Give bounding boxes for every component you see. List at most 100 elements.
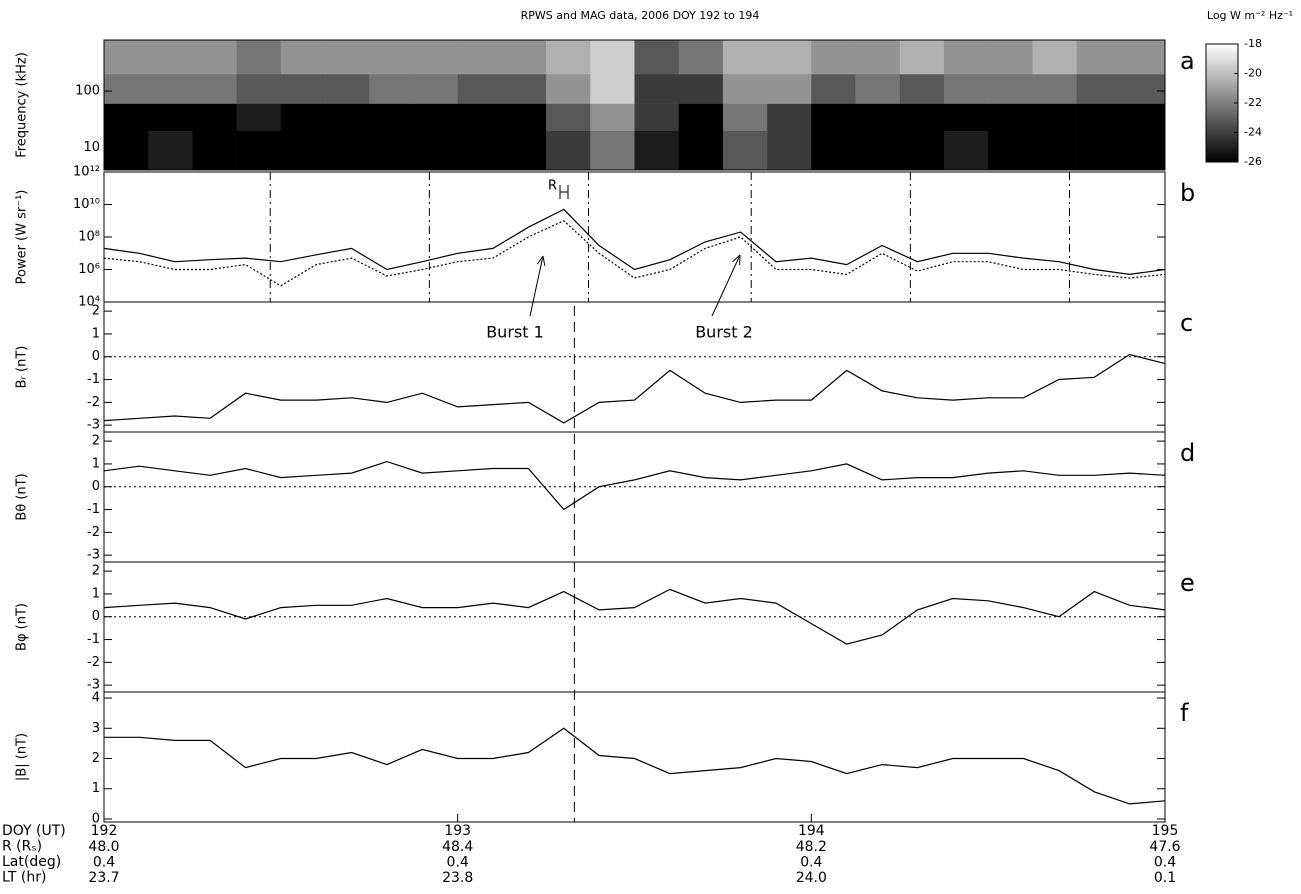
ephemeris-value: 23.8	[442, 870, 473, 886]
ephemeris-value: 48.0	[88, 839, 119, 855]
y-tick-label: 10⁸	[78, 230, 100, 245]
heat-cell	[811, 40, 856, 75]
y-tick-label: 1	[92, 326, 100, 341]
colorbar-tick-label: -20	[1244, 67, 1262, 80]
y-tick-label: -1	[87, 632, 100, 647]
heat-cell	[767, 103, 812, 131]
ephemeris-label: Lat(deg)	[2, 854, 61, 870]
ephemeris-label: R (Rₛ)	[2, 839, 42, 855]
heat-cell	[1076, 40, 1122, 75]
heat-cell	[1120, 103, 1166, 131]
ephemeris-value: 23.7	[88, 870, 119, 886]
y-tick-label: 1	[92, 586, 100, 601]
x-tick-label: 194	[798, 823, 825, 839]
y-tick-label: 10⁴	[78, 295, 100, 310]
annotation-arrow	[711, 254, 741, 317]
heat-cell	[811, 103, 856, 131]
heat-cell	[325, 74, 370, 104]
ephemeris-label: DOY (UT)	[2, 823, 66, 839]
heat-cell	[634, 40, 680, 75]
heat-cell	[148, 40, 193, 75]
x-tick-label: 193	[444, 823, 471, 839]
heat-cell	[148, 74, 193, 104]
y-tick-label: 1	[92, 781, 100, 796]
ephemeris-value: 0.4	[1154, 855, 1176, 871]
heat-cell	[1120, 74, 1166, 104]
colorbar-tick-label: -22	[1244, 96, 1262, 109]
colorbar	[1205, 43, 1239, 163]
heat-cell	[236, 74, 282, 104]
y-tick-label: 2	[92, 751, 100, 766]
heat-cell	[943, 40, 989, 75]
heat-cell	[855, 103, 901, 131]
heat-cell	[104, 130, 149, 171]
heat-cell	[678, 74, 724, 104]
chart-title: RPWS and MAG data, 2006 DOY 192 to 194	[521, 9, 760, 22]
heat-cell	[413, 74, 458, 104]
y-axis-label: Bθ (nT)	[15, 473, 30, 520]
panel-letter: c	[1180, 309, 1193, 337]
heat-cell	[634, 103, 680, 131]
data-line	[103, 220, 1166, 287]
y-tick-label: -3	[87, 548, 100, 563]
y-tick-label: 3	[92, 721, 100, 736]
heat-cell	[280, 103, 326, 131]
heat-cell	[811, 74, 856, 104]
heat-cell	[988, 74, 1033, 104]
heat-cell	[192, 74, 237, 104]
heat-cell	[546, 103, 591, 131]
y-tick-label: 2	[92, 564, 100, 579]
y-axis-label: Frequency (kHz)	[15, 52, 30, 158]
y-tick-label: -2	[87, 655, 100, 670]
heat-cell	[722, 130, 768, 171]
heat-cell	[722, 40, 768, 75]
heat-cell	[369, 130, 414, 171]
data-line	[104, 727, 1166, 805]
y-axis-label: Power (W sr⁻¹)	[15, 190, 30, 285]
heat-cell	[943, 130, 989, 171]
y-tick-label: -3	[87, 418, 100, 433]
y-tick-label: 10¹²	[73, 165, 100, 180]
heat-cell	[811, 130, 856, 171]
heat-cell	[590, 74, 635, 104]
y-tick-label: 10	[83, 140, 100, 155]
y-tick-label: 10⁶	[78, 262, 100, 277]
heat-cell	[988, 40, 1033, 75]
heat-cell	[236, 130, 282, 171]
heat-cell	[988, 103, 1033, 131]
heat-cell	[104, 40, 149, 75]
heat-cell	[1076, 103, 1122, 131]
heat-cell	[280, 40, 326, 75]
heat-cell	[767, 74, 812, 104]
heat-cell	[369, 40, 414, 75]
heat-cell	[501, 103, 547, 131]
heat-cell	[590, 40, 635, 75]
data-line	[103, 460, 1166, 511]
colorbar-label: Log W m⁻² Hz⁻¹	[1207, 9, 1293, 22]
annotation-arrow	[732, 254, 741, 263]
heat-cell	[899, 130, 945, 171]
heat-cell	[369, 103, 414, 131]
heat-cell	[1032, 130, 1077, 171]
y-tick-label: 0	[92, 609, 100, 624]
heat-cell	[236, 103, 282, 131]
y-axis-label: Bᵣ (nT)	[15, 346, 30, 389]
heat-cell	[501, 130, 547, 171]
heat-cell	[767, 130, 812, 171]
heat-cell	[413, 103, 458, 131]
heat-cell	[943, 74, 989, 104]
panel-letter: a	[1180, 47, 1195, 75]
heat-cell	[899, 74, 945, 104]
heat-cell	[590, 130, 635, 171]
heat-cell	[1076, 130, 1122, 171]
y-tick-label: 100	[75, 84, 100, 99]
panel-frame	[103, 39, 1166, 171]
heat-cell	[634, 130, 680, 171]
panel-letter: f	[1180, 699, 1189, 727]
annotation-arrow	[542, 255, 546, 266]
data-line	[103, 208, 1166, 276]
heat-cell	[546, 130, 591, 171]
heat-cell	[369, 74, 414, 104]
y-tick-label: 4	[92, 691, 100, 706]
y-tick-label: 0	[92, 479, 100, 494]
